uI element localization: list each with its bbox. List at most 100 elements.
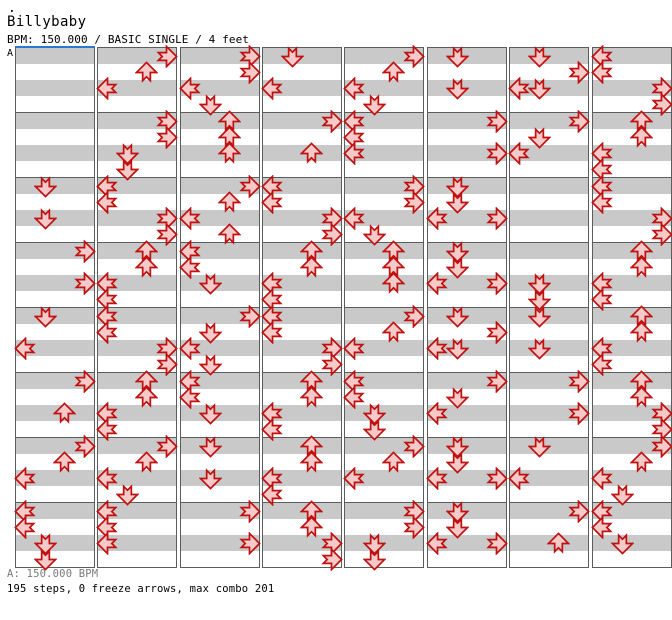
beat-row bbox=[181, 291, 259, 307]
beat-row bbox=[16, 389, 94, 405]
beat-row bbox=[181, 503, 259, 519]
beat-row bbox=[98, 48, 176, 64]
beat-row bbox=[428, 291, 506, 307]
measure bbox=[593, 438, 671, 503]
measure-column bbox=[96, 44, 178, 568]
bpm-section-label: A bbox=[7, 48, 14, 59]
measure bbox=[263, 308, 341, 373]
beat-row bbox=[181, 80, 259, 96]
beat-row bbox=[181, 356, 259, 372]
beat-row bbox=[510, 210, 588, 226]
beat-row bbox=[263, 454, 341, 470]
beat-row bbox=[428, 486, 506, 502]
beat-row bbox=[181, 519, 259, 535]
beat-row bbox=[98, 438, 176, 454]
beat-row bbox=[263, 129, 341, 145]
measure bbox=[98, 503, 176, 568]
measure bbox=[345, 178, 423, 243]
beat-row bbox=[428, 210, 506, 226]
beat-row bbox=[181, 96, 259, 112]
measure bbox=[510, 178, 588, 243]
beat-row bbox=[263, 470, 341, 486]
beat-row bbox=[181, 226, 259, 242]
measure bbox=[98, 373, 176, 438]
beat-row bbox=[593, 275, 671, 291]
beat-row bbox=[510, 470, 588, 486]
beat-row bbox=[345, 340, 423, 356]
beat-row bbox=[428, 129, 506, 145]
beat-row bbox=[181, 113, 259, 129]
beat-row bbox=[16, 129, 94, 145]
measure bbox=[16, 503, 94, 568]
beat-row bbox=[181, 340, 259, 356]
beat-row bbox=[16, 145, 94, 161]
beat-row bbox=[345, 275, 423, 291]
beat-row bbox=[510, 291, 588, 307]
beat-row bbox=[16, 210, 94, 226]
measure bbox=[16, 373, 94, 438]
beat-row bbox=[510, 161, 588, 177]
beat-row bbox=[428, 96, 506, 112]
beat-row bbox=[593, 48, 671, 64]
measure bbox=[98, 308, 176, 373]
measure bbox=[263, 438, 341, 503]
beat-row bbox=[345, 324, 423, 340]
beat-row bbox=[593, 210, 671, 226]
beat-row bbox=[510, 145, 588, 161]
beat-row bbox=[428, 340, 506, 356]
beat-row bbox=[98, 389, 176, 405]
beat-row bbox=[181, 438, 259, 454]
beat-row bbox=[16, 161, 94, 177]
beat-row bbox=[16, 259, 94, 275]
beat-row bbox=[16, 324, 94, 340]
beat-row bbox=[428, 178, 506, 194]
measure bbox=[593, 178, 671, 243]
beat-row bbox=[345, 551, 423, 567]
beat-row bbox=[263, 551, 341, 567]
beat-row bbox=[345, 210, 423, 226]
beat-row bbox=[16, 80, 94, 96]
beat-row bbox=[98, 421, 176, 437]
beat-row bbox=[181, 194, 259, 210]
beat-row bbox=[593, 324, 671, 340]
measure-column bbox=[426, 45, 508, 568]
beat-row bbox=[263, 210, 341, 226]
beat-row bbox=[16, 291, 94, 307]
beat-row bbox=[345, 291, 423, 307]
beat-row bbox=[510, 356, 588, 372]
beat-row bbox=[181, 324, 259, 340]
beat-row bbox=[593, 194, 671, 210]
beat-row bbox=[16, 438, 94, 454]
measure bbox=[593, 243, 671, 308]
beat-row bbox=[510, 405, 588, 421]
measure bbox=[345, 373, 423, 438]
beat-row bbox=[181, 259, 259, 275]
beat-row bbox=[16, 470, 94, 486]
measure bbox=[181, 373, 259, 438]
beat-row bbox=[16, 405, 94, 421]
beat-row bbox=[510, 454, 588, 470]
beat-row bbox=[593, 340, 671, 356]
beat-row bbox=[263, 145, 341, 161]
measure bbox=[345, 113, 423, 178]
beat-row bbox=[16, 48, 94, 64]
beat-row bbox=[181, 551, 259, 567]
beat-row bbox=[593, 551, 671, 567]
beat-row bbox=[181, 48, 259, 64]
measure bbox=[263, 243, 341, 308]
beat-row bbox=[345, 226, 423, 242]
beat-row bbox=[510, 178, 588, 194]
beat-row bbox=[593, 80, 671, 96]
beat-row bbox=[98, 405, 176, 421]
beat-row bbox=[263, 519, 341, 535]
measure-column bbox=[261, 45, 343, 571]
measure bbox=[510, 373, 588, 438]
measure bbox=[181, 48, 259, 113]
measure bbox=[345, 308, 423, 373]
beat-row bbox=[593, 470, 671, 486]
measure bbox=[263, 373, 341, 438]
beat-row bbox=[510, 503, 588, 519]
beat-row bbox=[181, 308, 259, 324]
beat-row bbox=[510, 113, 588, 129]
beat-row bbox=[345, 405, 423, 421]
